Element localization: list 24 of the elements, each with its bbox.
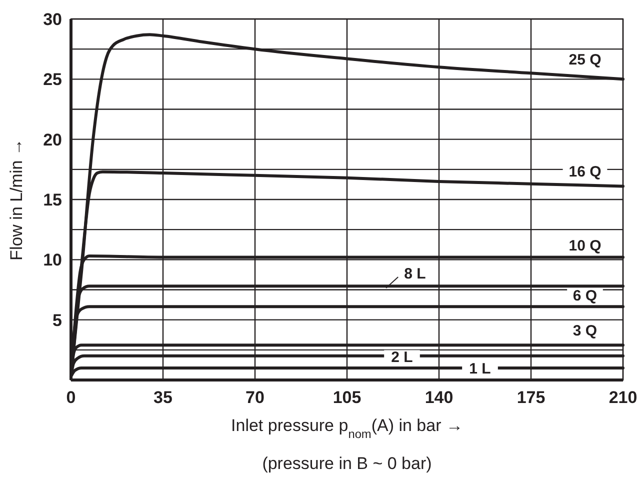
x-axis-title: Inlet pressure p$_{nom}$(A) in bar → (231, 416, 463, 441)
text: (pressure in B ~ 0 bar) (262, 454, 432, 473)
series-label: 1 L (469, 360, 491, 378)
x-tick-label: 70 (246, 388, 264, 407)
series-label: 10 Q (568, 237, 602, 254)
y-tick-label: 10 (43, 250, 62, 270)
x-tick-label: 105 (332, 388, 362, 407)
x-tick-label: 140 (424, 388, 454, 407)
x-tick-label: 210 (608, 388, 638, 407)
y-tick-label: 20 (43, 130, 62, 150)
series-label: 25 Q (568, 51, 602, 68)
y-tick-label: 5 (52, 310, 62, 330)
series-label: 2 L (391, 349, 413, 366)
x-tick-label: 175 (516, 388, 546, 407)
y-tick-label: 15 (43, 190, 62, 210)
y-axis-title: Flow in L/min → (7, 138, 26, 260)
series-label: 3 Q (572, 322, 598, 340)
series-label: 16 Q (568, 163, 602, 180)
x-tick-label: 35 (154, 388, 172, 407)
series-label: 6 Q (572, 287, 598, 304)
legend-label: 8 L (404, 265, 426, 282)
y-tick-label: 25 (43, 70, 62, 90)
x-tick-label: 0 (66, 388, 76, 407)
y-tick-label: 30 (43, 10, 62, 29)
